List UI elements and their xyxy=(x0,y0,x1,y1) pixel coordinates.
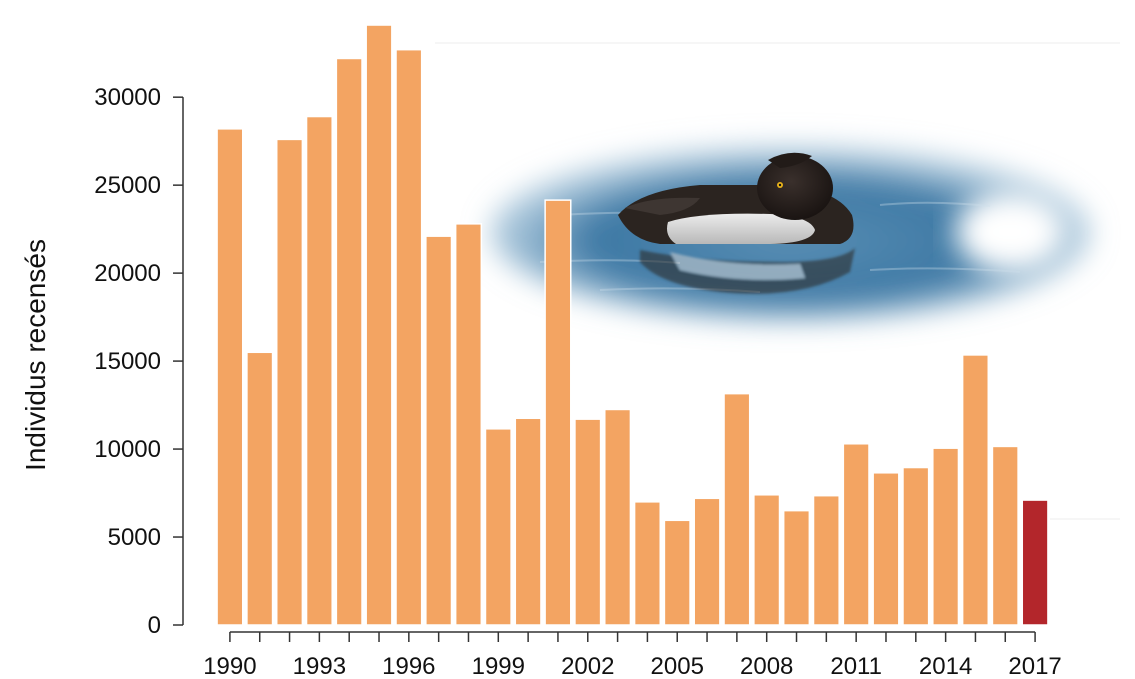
bar-1993 xyxy=(305,115,333,626)
bar-1991 xyxy=(246,351,274,626)
bar-2016 xyxy=(991,445,1019,626)
y-tick-label-10000: 10000 xyxy=(94,436,161,463)
tufted-duck-photo xyxy=(490,144,1090,320)
x-tick-label-2014: 2014 xyxy=(919,653,972,679)
y-tick-label-5000: 5000 xyxy=(108,524,161,551)
x-tick-label-2008: 2008 xyxy=(740,653,793,679)
bar-2001 xyxy=(544,199,572,626)
bar-2011 xyxy=(842,443,870,626)
bar-2003 xyxy=(604,408,632,626)
bar-2002 xyxy=(574,418,602,626)
x-tick-label-2005: 2005 xyxy=(651,653,704,679)
bar-2006 xyxy=(693,497,721,626)
bar-2015 xyxy=(961,354,990,626)
y-tick-label-20000: 20000 xyxy=(94,260,161,287)
bar-1997 xyxy=(425,235,453,626)
bar-1996 xyxy=(395,48,423,626)
bar-2013 xyxy=(902,466,930,626)
y-axis-title: Individus recensés xyxy=(20,239,51,471)
bar-2007 xyxy=(723,392,751,626)
bar-2000 xyxy=(514,417,542,626)
bar-2014 xyxy=(932,447,960,626)
x-tick-label-2002: 2002 xyxy=(561,653,614,679)
bar-2008 xyxy=(753,494,781,626)
x-tick-label-1993: 1993 xyxy=(293,653,346,679)
bar-2009 xyxy=(782,509,811,626)
y-axis: 0 5000 10000 15000 20000 25000 30000 xyxy=(94,84,184,639)
y-tick-label-25000: 25000 xyxy=(94,172,161,199)
x-tick-label-1990: 1990 xyxy=(203,653,256,679)
bar-1999 xyxy=(484,428,512,626)
bar-2017 xyxy=(1021,499,1049,626)
bar-1998 xyxy=(454,223,483,626)
y-tick-label-15000: 15000 xyxy=(94,348,161,375)
bar-1994 xyxy=(335,57,363,626)
y-tick-label-30000: 30000 xyxy=(94,84,161,111)
bar-2004 xyxy=(633,501,661,626)
bar-2005 xyxy=(663,519,691,626)
bar-2012 xyxy=(872,472,900,626)
bar-1990 xyxy=(216,128,244,626)
bar-1992 xyxy=(275,138,304,626)
bar-series xyxy=(216,24,1049,626)
x-tick-label-2017: 2017 xyxy=(1008,653,1061,679)
bar-2010 xyxy=(812,494,840,626)
bar-1995 xyxy=(365,24,393,626)
x-tick-label-2011: 2011 xyxy=(830,653,882,679)
y-tick-label-0: 0 xyxy=(148,612,161,639)
x-tick-label-1996: 1996 xyxy=(382,653,435,679)
x-tick-label-1999: 1999 xyxy=(472,653,525,679)
x-axis: 1990 1993 1996 1999 2002 2005 2008 2011 2014 2017 xyxy=(203,631,1062,679)
